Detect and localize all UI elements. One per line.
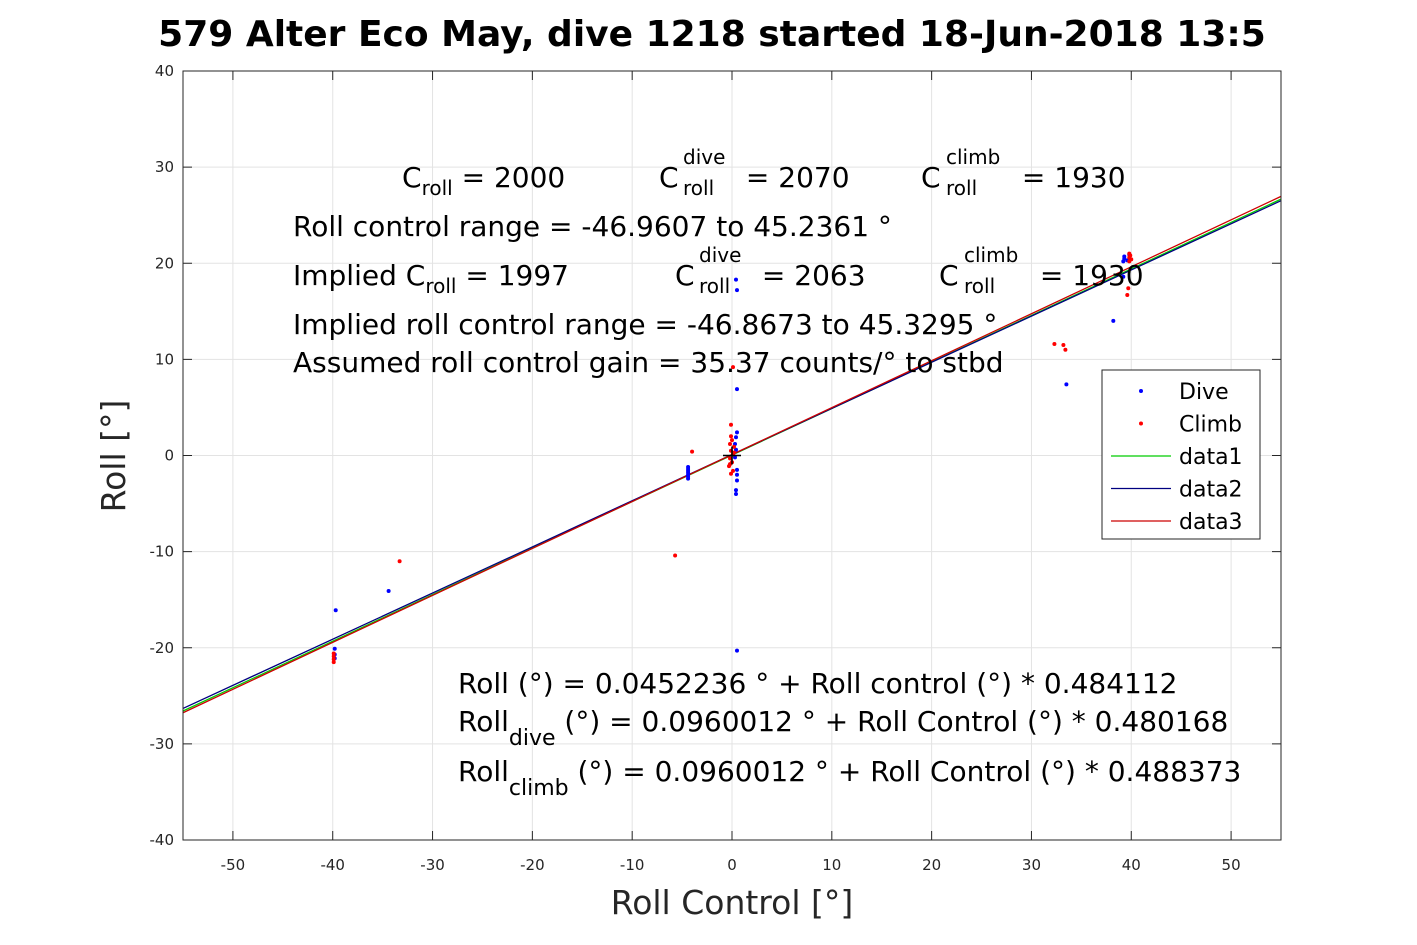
dive-point	[1121, 274, 1126, 279]
fit-equation-text: Roll (°) = 0.0452236 ° + Roll control (°…	[458, 667, 1177, 700]
y-axis-ticks: -40 -30 -20 -10 0 10 20 30 40	[150, 62, 1281, 849]
climb-point	[331, 651, 336, 656]
x-tick-label: 0	[727, 856, 737, 874]
dive-point	[734, 478, 739, 483]
x-tick-label: 10	[822, 856, 841, 874]
legend-label-climb: Climb	[1179, 413, 1242, 438]
dive-point	[733, 447, 738, 452]
data-markers	[331, 251, 1134, 665]
climb-point	[331, 654, 336, 659]
dive-point	[734, 387, 739, 392]
y-tick-label: -10	[150, 543, 175, 561]
climb-point	[728, 456, 733, 461]
legend: Dive Climb data1 data2 data3	[1101, 369, 1261, 540]
climb-point	[729, 471, 734, 476]
climb-point	[1063, 347, 1068, 352]
dive-point	[734, 288, 739, 293]
climb-point	[729, 422, 734, 427]
climb-point	[730, 365, 735, 370]
dive-point	[733, 488, 738, 493]
climb-point	[728, 441, 733, 446]
dive-point	[734, 467, 739, 472]
climb-point	[728, 462, 733, 467]
dive-point	[734, 648, 739, 653]
climb-point	[673, 553, 678, 558]
climb-point	[1061, 342, 1066, 347]
y-tick-label: -30	[150, 735, 175, 753]
x-tick-label: 30	[1022, 856, 1041, 874]
dive-point	[734, 430, 739, 435]
dive-point	[1064, 382, 1069, 387]
chart-title: 579 Alter Eco May, dive 1218 started 18-…	[158, 14, 1266, 55]
climb-point	[1126, 286, 1131, 291]
roll-control-range-text: Roll control range = -46.9607 to 45.2361…	[293, 210, 892, 243]
dive-point	[733, 435, 738, 440]
implied-range-text: Implied roll control range = -46.8673 to…	[293, 308, 997, 341]
x-tick-label: 20	[922, 856, 941, 874]
dive-point	[1122, 254, 1127, 259]
y-tick-label: 20	[155, 254, 174, 272]
legend-marker-dive	[1139, 389, 1143, 393]
climb-point	[731, 450, 736, 455]
legend-marker-climb	[1139, 421, 1143, 426]
legend-label-data1: data1	[1179, 445, 1243, 470]
climb-point	[1125, 292, 1130, 297]
x-tick-label: -10	[620, 856, 645, 874]
y-tick-label: 40	[155, 62, 174, 80]
dive-point	[686, 476, 691, 481]
y-tick-label: 0	[164, 447, 174, 465]
x-tick-label: -30	[420, 856, 445, 874]
y-tick-label: 30	[155, 158, 174, 176]
x-tick-label: -40	[320, 856, 345, 874]
legend-label-data3: data3	[1179, 510, 1243, 535]
legend-box	[1101, 369, 1261, 540]
fit-climb-equation-text: Rollclimb (°) = 0.0960012 ° + Roll Contr…	[458, 755, 1241, 801]
dive-point	[733, 491, 738, 496]
y-tick-label: 10	[155, 350, 174, 368]
dive-point	[732, 455, 737, 460]
control-gain-text: Assumed roll control gain = 35.37 counts…	[293, 346, 1004, 379]
x-tick-label: 50	[1222, 856, 1241, 874]
legend-label-data2: data2	[1179, 478, 1243, 503]
y-axis-label: Roll [°]	[94, 400, 133, 513]
x-axis-ticks: -50 -40 -30 -20 -10 0 10 20 30 40 50	[221, 71, 1241, 874]
climb-point	[397, 559, 402, 564]
dive-point	[1111, 318, 1116, 323]
origin-marker	[723, 446, 741, 465]
y-tick-label: -20	[150, 639, 175, 657]
x-tick-label: -20	[520, 856, 545, 874]
dive-point	[734, 472, 739, 477]
climb-point	[331, 657, 336, 662]
x-tick-label: -50	[221, 856, 246, 874]
climb-point	[730, 438, 734, 443]
climb-point	[1128, 253, 1133, 258]
climb-point	[1052, 341, 1057, 346]
implied-c-roll-text: Implied Croll = 1997	[293, 259, 569, 298]
dive-point	[333, 608, 338, 613]
fit-dive-equation-text: Rolldive (°) = 0.0960012 ° + Roll Contro…	[458, 705, 1228, 751]
climb-point	[730, 468, 735, 473]
legend-label-dive: Dive	[1179, 380, 1229, 405]
climb-point	[731, 444, 736, 449]
dive-point	[733, 277, 738, 282]
climb-point	[690, 449, 695, 454]
climb-point	[1129, 257, 1134, 262]
x-axis-label: Roll Control [°]	[611, 883, 854, 922]
climb-point	[729, 434, 734, 439]
dive-point	[332, 646, 337, 651]
c-roll-text: Croll = 2000	[402, 161, 565, 200]
dive-point	[386, 589, 391, 594]
climb-point	[331, 660, 336, 665]
y-tick-label: -40	[150, 831, 175, 849]
x-tick-label: 40	[1122, 856, 1141, 874]
